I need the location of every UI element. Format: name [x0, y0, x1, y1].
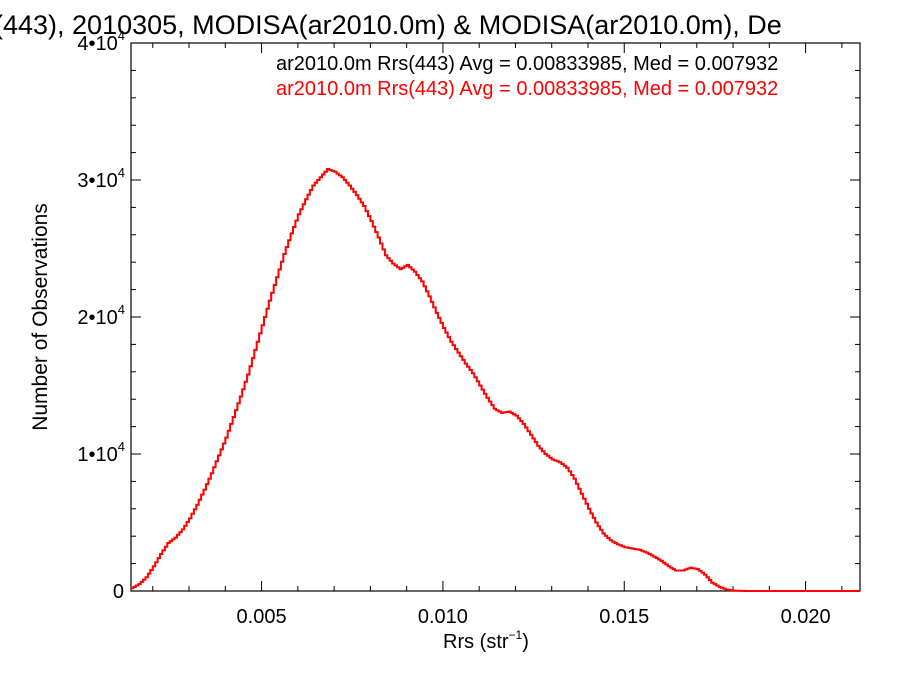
axis-ticks [131, 42, 860, 592]
y-tick-labels: 0 1•104 2•104 3•104 4•104 [77, 28, 125, 603]
legend-entry-red: ar2010.0m Rrs(443) Avg = 0.00833985, Med… [276, 78, 778, 100]
series-line [131, 168, 860, 592]
x-axis-label: Rrs (str−1) [443, 628, 529, 653]
series-layer [131, 168, 860, 592]
y-axis-label: Number of Observations [29, 203, 52, 431]
y-tick-label: 1•104 [77, 439, 125, 466]
x-tick-label: 0.020 [781, 606, 831, 628]
y-tick-label: 0 [113, 581, 124, 603]
y-tick-label: 4•104 [77, 28, 125, 55]
plot-frame [130, 42, 861, 592]
x-tick-label: 0.005 [237, 606, 287, 628]
chart-title: (443), 2010305, MODISA(ar2010.0m) & MODI… [0, 10, 782, 40]
x-tick-labels: 0.005 0.010 0.015 0.020 [237, 606, 831, 628]
x-tick-label: 0.010 [418, 606, 468, 628]
x-tick-label: 0.015 [599, 606, 649, 628]
y-tick-label: 2•104 [77, 302, 125, 329]
y-tick-label: 3•104 [77, 165, 125, 192]
legend-entry-black: ar2010.0m Rrs(443) Avg = 0.00833985, Med… [276, 53, 778, 75]
